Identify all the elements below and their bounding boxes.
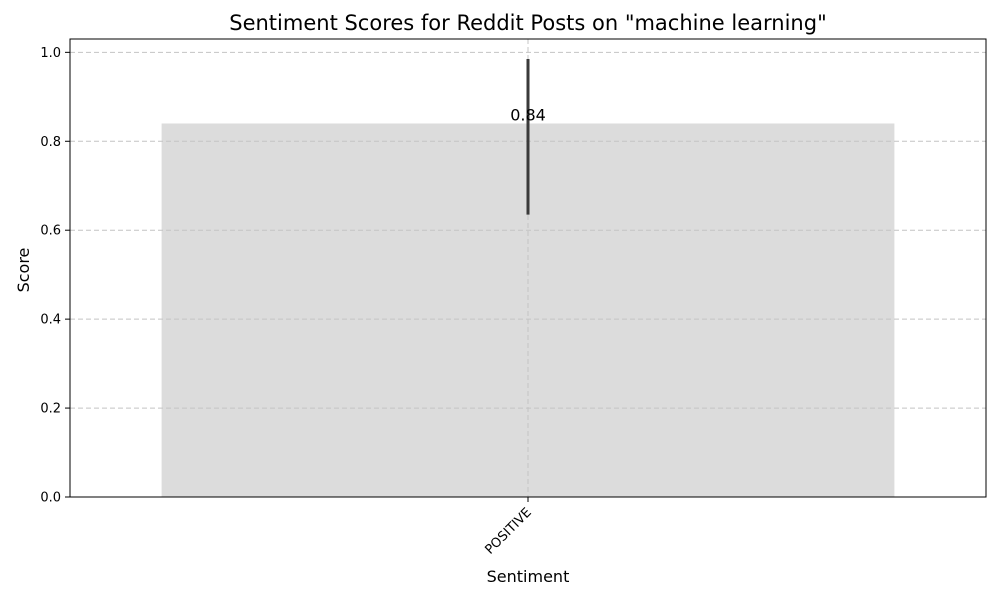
plot-area: 0.84 0.0 0.2 0.4 0.6 0.8 1.0 POSITIVE — [40, 38, 987, 558]
y-tick-label: 0.6 — [40, 224, 61, 239]
x-axis-label: Sentiment — [487, 567, 570, 586]
x-tick-label: POSITIVE — [482, 505, 534, 557]
y-axis-label: Score — [14, 248, 33, 293]
y-tick-label: 0.8 — [40, 135, 61, 150]
value-label: 0.84 — [510, 105, 546, 124]
y-tick-label: 1.0 — [40, 46, 61, 61]
y-tick-label: 0.2 — [40, 402, 61, 417]
chart-title: Sentiment Scores for Reddit Posts on "ma… — [229, 11, 826, 35]
y-tick-label: 0.0 — [40, 491, 61, 506]
y-tick-label: 0.4 — [40, 313, 61, 328]
